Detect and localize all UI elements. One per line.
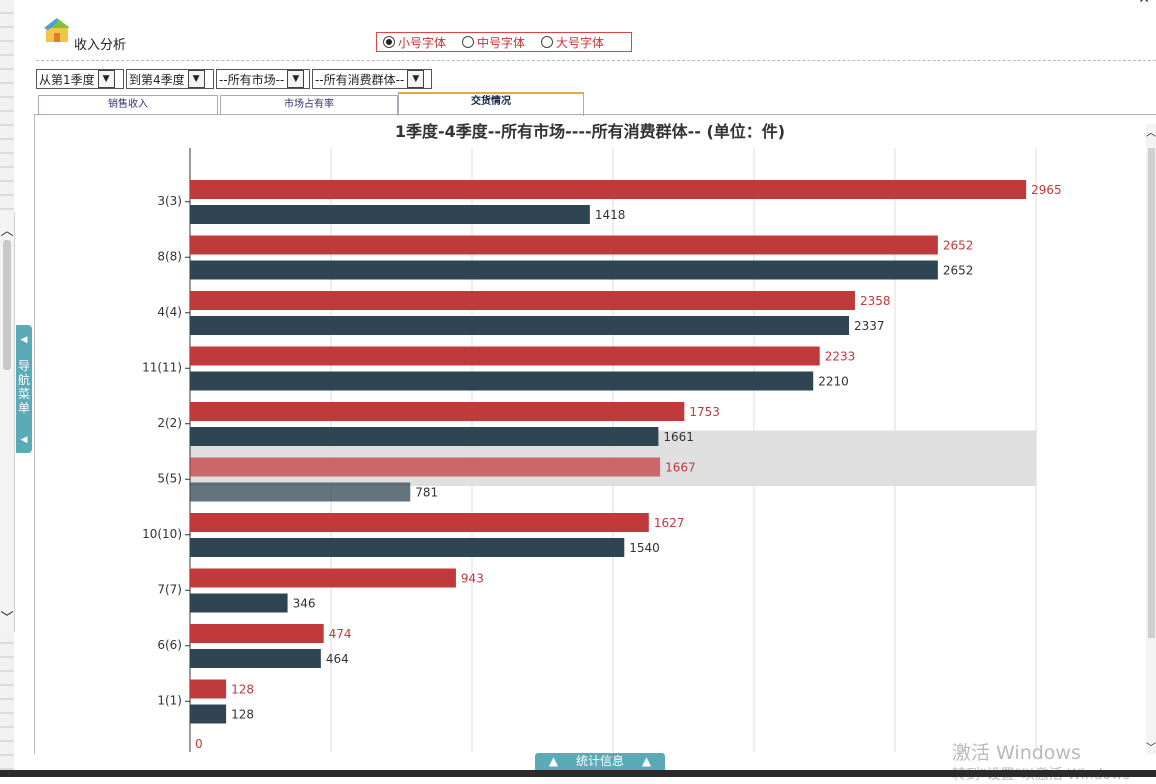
stats-toggle-button[interactable]: ▲ 统计信息 ▲ <box>535 753 665 770</box>
scroll-down-icon[interactable]: ﹀ <box>1146 743 1156 754</box>
scroll-up-icon[interactable]: ︿ <box>0 224 14 239</box>
chevron-left-icon: ◀ <box>20 335 28 345</box>
market-select[interactable]: --所有市场-- ▼ <box>216 69 310 89</box>
data-label: 346 <box>293 597 316 611</box>
tab-underline <box>34 114 1156 115</box>
bar[interactable] <box>190 180 1027 199</box>
data-label: 1753 <box>689 405 720 419</box>
category-label: 1(1) <box>157 694 182 708</box>
bar[interactable] <box>190 457 661 477</box>
data-label: 2965 <box>1031 183 1062 197</box>
data-label: 1540 <box>629 541 660 555</box>
data-label: 943 <box>461 572 484 586</box>
tab-delivery[interactable]: 交货情况 <box>398 92 584 116</box>
x-tick-label: 0 <box>195 737 203 751</box>
bar[interactable] <box>190 679 227 699</box>
chevron-up-icon: ▲ <box>641 754 652 768</box>
data-label: 2233 <box>825 350 856 364</box>
data-label: 2652 <box>943 239 974 253</box>
right-scrollbar[interactable]: ︿ ﹀ <box>1146 124 1156 754</box>
category-label: 5(5) <box>157 472 182 486</box>
left-scrollbar[interactable]: ︿ ﹀ <box>0 212 15 632</box>
radio-medium[interactable] <box>462 36 475 48</box>
bar[interactable] <box>190 371 814 391</box>
data-label: 1627 <box>654 516 685 530</box>
category-label: 4(4) <box>157 305 182 319</box>
taskbar-strip <box>0 770 1156 777</box>
font-size-selector: 小号字体 中号字体 大号字体 <box>376 32 632 52</box>
bar[interactable] <box>190 593 288 613</box>
windows-watermark: 激活 Windows <box>952 742 1081 764</box>
bar[interactable] <box>190 704 227 724</box>
chart-title: 1季度-4季度--所有市场----所有消费群体-- (单位：件) <box>394 122 786 141</box>
nav-menu-toggle[interactable]: ◀ 导航菜单 ◀ <box>16 325 32 453</box>
radio-large[interactable] <box>541 36 554 48</box>
bar[interactable] <box>190 513 649 532</box>
scroll-thumb[interactable] <box>3 240 11 370</box>
chevron-down-icon[interactable]: ▼ <box>287 70 305 88</box>
filter-bar: 从第1季度 ▼ 到第4季度 ▼ --所有市场-- ▼ --所有消费群体-- ▼ <box>36 69 432 89</box>
chevron-down-icon[interactable]: ▼ <box>187 70 205 88</box>
from-quarter-select[interactable]: 从第1季度 ▼ <box>36 69 124 89</box>
bar[interactable] <box>190 260 938 280</box>
close-icon[interactable]: ✕ <box>1138 0 1150 7</box>
scroll-up-icon[interactable]: ︿ <box>1146 128 1156 139</box>
font-option-medium[interactable]: 中号字体 <box>462 34 525 51</box>
chart-labels: 3(3) 2965 1418 8(8) 2652 2652 4(4) 2358 2337 11(1… <box>142 183 1062 751</box>
category-label: 2(2) <box>157 416 182 430</box>
data-label: 464 <box>326 652 349 666</box>
bar[interactable] <box>190 205 590 224</box>
bar[interactable] <box>190 482 411 502</box>
bar[interactable] <box>190 538 625 557</box>
data-label: 1667 <box>665 461 696 475</box>
window-top-strip: ✕ <box>0 0 1156 7</box>
bar[interactable] <box>190 568 456 588</box>
bar[interactable] <box>190 235 938 255</box>
page-title: 收入分析 <box>74 38 127 53</box>
chevron-down-icon[interactable]: ▼ <box>97 70 115 88</box>
data-label: 2337 <box>854 319 885 333</box>
data-label: 128 <box>231 708 254 722</box>
data-label: 2358 <box>860 294 891 308</box>
chevron-left-icon: ◀ <box>20 435 28 445</box>
consumer-group-select[interactable]: --所有消费群体-- ▼ <box>312 69 432 89</box>
data-label: 2210 <box>818 375 849 389</box>
tab-sales-revenue[interactable]: 销售收入 <box>38 95 218 114</box>
category-label: 3(3) <box>157 194 182 208</box>
font-option-large[interactable]: 大号字体 <box>541 34 604 51</box>
bar[interactable] <box>190 291 855 310</box>
font-option-small[interactable]: 小号字体 <box>383 34 446 51</box>
data-label: 474 <box>329 627 352 641</box>
data-label: 1418 <box>595 208 626 222</box>
category-label: 8(8) <box>157 250 182 264</box>
page-header: 收入分析 小号字体 中号字体 大号字体 <box>36 12 1146 58</box>
bar[interactable] <box>190 624 324 643</box>
data-label: 781 <box>415 486 438 500</box>
house-icon <box>44 18 70 42</box>
bar[interactable] <box>190 402 685 421</box>
category-label: 7(7) <box>157 583 182 597</box>
category-label: 11(11) <box>142 361 182 375</box>
data-label: 2652 <box>943 264 974 278</box>
chevron-up-icon: ▲ <box>548 754 559 768</box>
category-label: 10(10) <box>142 527 182 541</box>
chart-panel <box>34 114 1147 754</box>
bar[interactable] <box>190 346 820 366</box>
data-label: 128 <box>231 683 254 697</box>
chevron-down-icon[interactable]: ▼ <box>407 70 425 88</box>
radio-small[interactable] <box>383 36 395 48</box>
bar[interactable] <box>190 427 659 446</box>
bar[interactable] <box>190 316 850 335</box>
data-label: 1661 <box>663 430 694 444</box>
bar[interactable] <box>190 649 321 668</box>
category-label: 6(6) <box>157 638 182 652</box>
to-quarter-select[interactable]: 到第4季度 ▼ <box>126 69 214 89</box>
header-divider <box>36 60 1156 61</box>
scroll-down-icon[interactable]: ﹀ <box>0 611 14 626</box>
tab-market-share[interactable]: 市场占有率 <box>220 95 398 114</box>
scroll-thumb[interactable] <box>1148 148 1155 638</box>
chart-bars <box>190 180 1027 724</box>
